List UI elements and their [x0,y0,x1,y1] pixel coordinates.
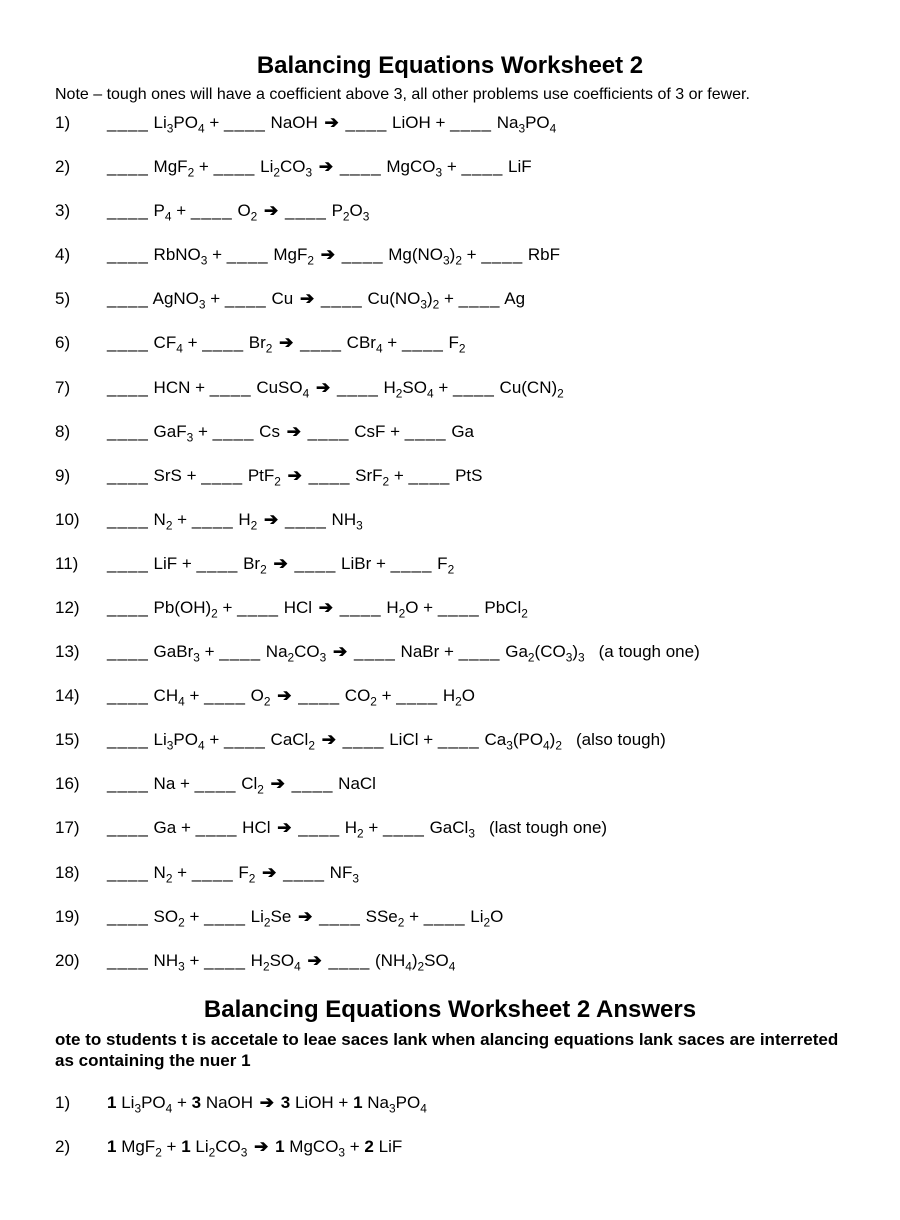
equation: CF4 + Br2 CBr4 + F2 [107,332,466,354]
equation: Na + Cl2 NaCl [107,773,376,795]
problem-number: 13) [55,641,107,663]
problem-number: 1) [55,112,107,134]
problem-row: 4) RbNO3 + MgF2 Mg(NO3)2 + RbF [55,244,845,266]
problem-number: 19) [55,906,107,928]
problem-row: 9) SrS + PtF2 SrF2 + PtS [55,465,845,487]
problem-row: 10) N2 + H2 NH3 [55,509,845,531]
problem-row: 1) Li3PO4 + NaOH LiOH + Na3PO4 [55,112,845,134]
equation: CH4 + O2 CO2 + H2O [107,685,475,707]
answer-row: 1)1 Li3PO4 + 3 NaOH 3 LiOH + 1 Na3PO4 [55,1092,845,1114]
equation: Pb(OH)2 + HCl H2O + PbCl2 [107,597,528,619]
equation: N2 + F2 NF3 [107,862,359,884]
problem-row: 7) HCN + CuSO4 H2SO4 + Cu(CN)2 [55,377,845,399]
problem-number: 20) [55,950,107,972]
page-title: Balancing Equations Worksheet 2 [55,50,845,81]
answers-title: Balancing Equations Worksheet 2 Answers [55,994,845,1025]
problem-number: 18) [55,862,107,884]
equation: Ga + HCl H2 + GaCl3(last tough one) [107,817,607,839]
answers-note: ote to students t is accetale to leae sa… [55,1029,845,1072]
problem-number: 10) [55,509,107,531]
problem-number: 16) [55,773,107,795]
answer-number: 1) [55,1092,107,1114]
equation: HCN + CuSO4 H2SO4 + Cu(CN)2 [107,377,564,399]
equation: SO2 + Li2Se SSe2 + Li2O [107,906,503,928]
problem-number: 2) [55,156,107,178]
equation: NH3 + H2SO4 (NH4)2SO4 [107,950,455,972]
equation: N2 + H2 NH3 [107,509,363,531]
problem-number: 5) [55,288,107,310]
problem-row: 18) N2 + F2 NF3 [55,862,845,884]
problem-number: 12) [55,597,107,619]
problems-list: 1) Li3PO4 + NaOH LiOH + Na3PO42) MgF2 + … [55,112,845,972]
problem-row: 12) Pb(OH)2 + HCl H2O + PbCl2 [55,597,845,619]
problem-number: 15) [55,729,107,751]
equation: AgNO3 + Cu Cu(NO3)2 + Ag [107,288,525,310]
problem-row: 3) P4 + O2 P2O3 [55,200,845,222]
problem-row: 13) GaBr3 + Na2CO3 NaBr + Ga2(CO3)3(a to… [55,641,845,663]
problem-row: 11) LiF + Br2 LiBr + F2 [55,553,845,575]
problem-row: 16) Na + Cl2 NaCl [55,773,845,795]
problem-number: 8) [55,421,107,443]
problem-row: 2) MgF2 + Li2CO3 MgCO3 + LiF [55,156,845,178]
problem-number: 3) [55,200,107,222]
problem-number: 17) [55,817,107,839]
equation: RbNO3 + MgF2 Mg(NO3)2 + RbF [107,244,560,266]
problem-number: 7) [55,377,107,399]
equation: GaBr3 + Na2CO3 NaBr + Ga2(CO3)3(a tough … [107,641,700,663]
equation: Li3PO4 + NaOH LiOH + Na3PO4 [107,112,556,134]
answer-row: 2)1 MgF2 + 1 Li2CO3 1 MgCO3 + 2 LiF [55,1136,845,1158]
equation: SrS + PtF2 SrF2 + PtS [107,465,483,487]
problem-row: 5) AgNO3 + Cu Cu(NO3)2 + Ag [55,288,845,310]
answer-number: 2) [55,1136,107,1158]
equation: P4 + O2 P2O3 [107,200,369,222]
problem-number: 14) [55,685,107,707]
problem-row: 14) CH4 + O2 CO2 + H2O [55,685,845,707]
problem-number: 11) [55,553,107,575]
equation: MgF2 + Li2CO3 MgCO3 + LiF [107,156,532,178]
problem-number: 9) [55,465,107,487]
problem-row: 19) SO2 + Li2Se SSe2 + Li2O [55,906,845,928]
problem-row: 6) CF4 + Br2 CBr4 + F2 [55,332,845,354]
equation: LiF + Br2 LiBr + F2 [107,553,454,575]
note-text: Note – tough ones will have a coefficien… [55,85,845,106]
equation: GaF3 + Cs CsF + Ga [107,421,474,443]
problem-row: 8) GaF3 + Cs CsF + Ga [55,421,845,443]
equation: Li3PO4 + CaCl2 LiCl + Ca3(PO4)2(also tou… [107,729,666,751]
answers-list: 1)1 Li3PO4 + 3 NaOH 3 LiOH + 1 Na3PO42)1… [55,1092,845,1158]
problem-row: 20) NH3 + H2SO4 (NH4)2SO4 [55,950,845,972]
answer-equation: 1 MgF2 + 1 Li2CO3 1 MgCO3 + 2 LiF [107,1136,402,1158]
problem-row: 17) Ga + HCl H2 + GaCl3(last tough one) [55,817,845,839]
problem-number: 4) [55,244,107,266]
problem-number: 6) [55,332,107,354]
answer-equation: 1 Li3PO4 + 3 NaOH 3 LiOH + 1 Na3PO4 [107,1092,427,1114]
problem-row: 15) Li3PO4 + CaCl2 LiCl + Ca3(PO4)2(also… [55,729,845,751]
